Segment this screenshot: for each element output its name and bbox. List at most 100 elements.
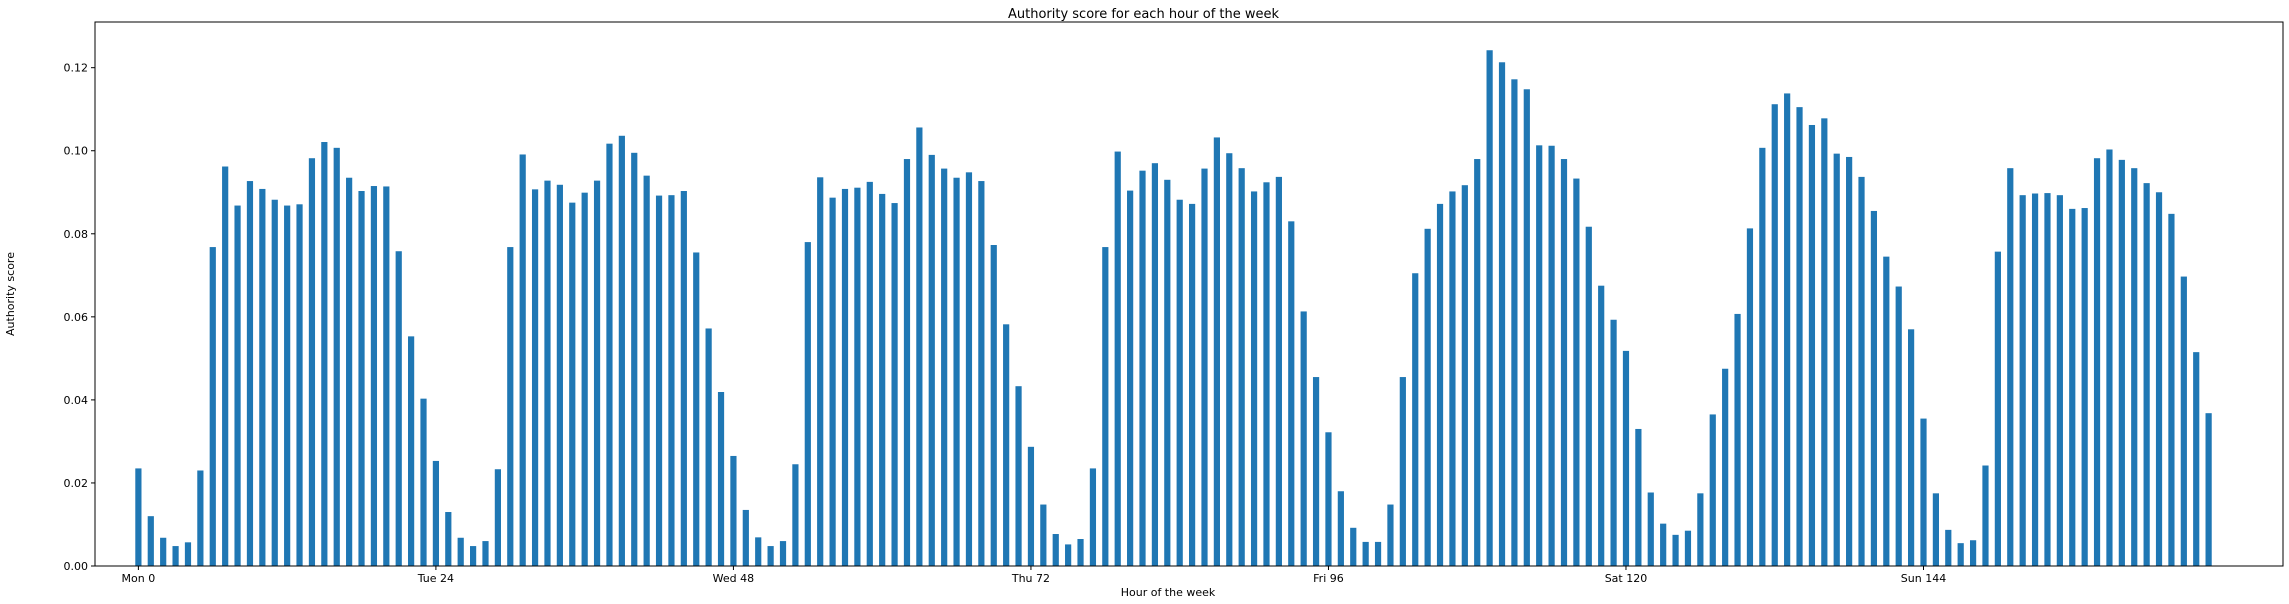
bar-hour-118 xyxy=(1598,285,1605,566)
bar-hour-61 xyxy=(891,203,898,566)
bar-hour-103 xyxy=(1412,273,1419,566)
bar-hour-119 xyxy=(1610,319,1617,566)
bar-hour-149 xyxy=(1982,465,1989,566)
bar-hour-66 xyxy=(953,177,960,567)
bar-hour-166 xyxy=(2193,352,2200,566)
bar-hour-20 xyxy=(383,186,390,566)
bar-hour-106 xyxy=(1449,191,1456,566)
bar-hour-122 xyxy=(1647,492,1654,566)
bar-hour-82 xyxy=(1151,163,1159,566)
bar-hour-86 xyxy=(1201,168,1208,566)
y-tick-label: 0.06 xyxy=(64,311,89,324)
bar-hour-55 xyxy=(817,177,824,566)
bar-hour-26 xyxy=(457,537,464,566)
bar-hour-130 xyxy=(1746,228,1754,566)
bar-hour-38 xyxy=(606,143,613,567)
bar-hour-51 xyxy=(767,546,774,566)
bar-hour-94 xyxy=(1300,311,1307,566)
bar-hour-68 xyxy=(978,181,985,567)
bar-hour-46 xyxy=(705,328,712,566)
bar-hour-53 xyxy=(792,464,799,566)
bar-hour-59 xyxy=(866,181,873,566)
bar-hour-70 xyxy=(1003,324,1010,566)
bar-hour-39 xyxy=(618,135,625,566)
bar-hour-165 xyxy=(2180,276,2187,566)
bar-hour-62 xyxy=(903,159,911,567)
bar-hour-98 xyxy=(1350,527,1357,566)
bar-hour-17 xyxy=(346,177,353,567)
bar-hour-147 xyxy=(1957,543,1964,566)
bar-hour-73 xyxy=(1040,504,1047,566)
bar-hour-1 xyxy=(147,516,154,566)
bar-hour-133 xyxy=(1784,93,1791,567)
bar-hour-44 xyxy=(680,191,687,566)
bar-hour-110 xyxy=(1498,62,1506,566)
bar-hour-48 xyxy=(730,455,737,566)
bar-hour-120 xyxy=(1622,350,1630,566)
x-tick-label: Sat 120 xyxy=(1605,572,1648,585)
bar-hour-141 xyxy=(1883,256,1890,566)
bar-hour-7 xyxy=(222,166,229,566)
bar-hour-0 xyxy=(135,468,142,566)
bar-hour-84 xyxy=(1176,199,1183,567)
bar-hour-150 xyxy=(1994,251,2001,566)
bar-hour-90 xyxy=(1250,191,1258,566)
bar-hour-144 xyxy=(1920,418,1927,566)
chart-title: Authority score for each hour of the wee… xyxy=(1008,7,1280,22)
bar-hour-136 xyxy=(1821,118,1828,566)
bar-hour-78 xyxy=(1102,247,1109,566)
bar-hour-132 xyxy=(1771,104,1778,566)
bar-hour-11 xyxy=(271,199,278,567)
bar-hour-157 xyxy=(2081,208,2088,567)
bar-hour-167 xyxy=(2205,413,2212,566)
bar-hour-40 xyxy=(631,152,638,566)
x-tick-label: Mon 0 xyxy=(122,572,156,585)
bar-hour-21 xyxy=(395,251,402,567)
bar-hour-148 xyxy=(1969,540,1977,566)
bar-hour-104 xyxy=(1424,228,1431,567)
bar-hour-34 xyxy=(556,184,563,566)
bar-hour-16 xyxy=(333,147,340,566)
bar-hour-10 xyxy=(259,188,266,566)
y-tick-label: 0.02 xyxy=(64,477,89,490)
bar-hour-161 xyxy=(2131,168,2138,567)
bar-hour-15 xyxy=(321,142,328,566)
bar-hour-18 xyxy=(358,191,365,566)
bars xyxy=(135,50,2212,567)
bar-hour-5 xyxy=(197,470,204,566)
bar-hour-114 xyxy=(1548,145,1555,566)
bar-hour-33 xyxy=(544,180,551,566)
bar-hour-117 xyxy=(1585,226,1592,567)
bar-hour-127 xyxy=(1709,414,1716,566)
bar-hour-124 xyxy=(1672,534,1679,566)
bar-hour-28 xyxy=(482,541,489,566)
y-tick-label: 0.00 xyxy=(64,560,89,573)
bar-hour-131 xyxy=(1759,147,1766,566)
bar-hour-54 xyxy=(804,242,811,566)
bar-hour-96 xyxy=(1325,432,1332,566)
x-tick-label: Fri 96 xyxy=(1313,572,1344,585)
bar-hour-65 xyxy=(941,168,948,566)
bar-hour-135 xyxy=(1808,124,1816,567)
bar-hour-64 xyxy=(928,154,935,566)
bar-hour-112 xyxy=(1523,89,1530,567)
bar-hour-23 xyxy=(420,398,427,566)
y-axis-label: Authority score xyxy=(4,252,17,336)
bar-hour-3 xyxy=(172,546,179,566)
bar-hour-37 xyxy=(593,180,601,566)
bar-hour-43 xyxy=(668,195,675,567)
x-axis-label: Hour of the week xyxy=(1121,586,1216,599)
bar-hour-143 xyxy=(1908,329,1915,566)
bar-hour-24 xyxy=(432,460,440,566)
bar-hour-154 xyxy=(2044,193,2051,566)
bar-hour-88 xyxy=(1226,153,1233,566)
bar-hour-138 xyxy=(1846,156,1853,566)
bar-hour-108 xyxy=(1474,159,1481,567)
bar-hour-164 xyxy=(2168,213,2175,566)
bar-hour-145 xyxy=(1932,493,1939,566)
bar-hour-126 xyxy=(1697,493,1704,566)
bar-hour-4 xyxy=(184,542,192,566)
bar-hour-87 xyxy=(1213,137,1220,566)
bar-hour-79 xyxy=(1114,151,1121,566)
y-axis-ticks: 0.00 0.02 0.04 0.06 0.08 0.10 0.12 xyxy=(64,62,95,573)
